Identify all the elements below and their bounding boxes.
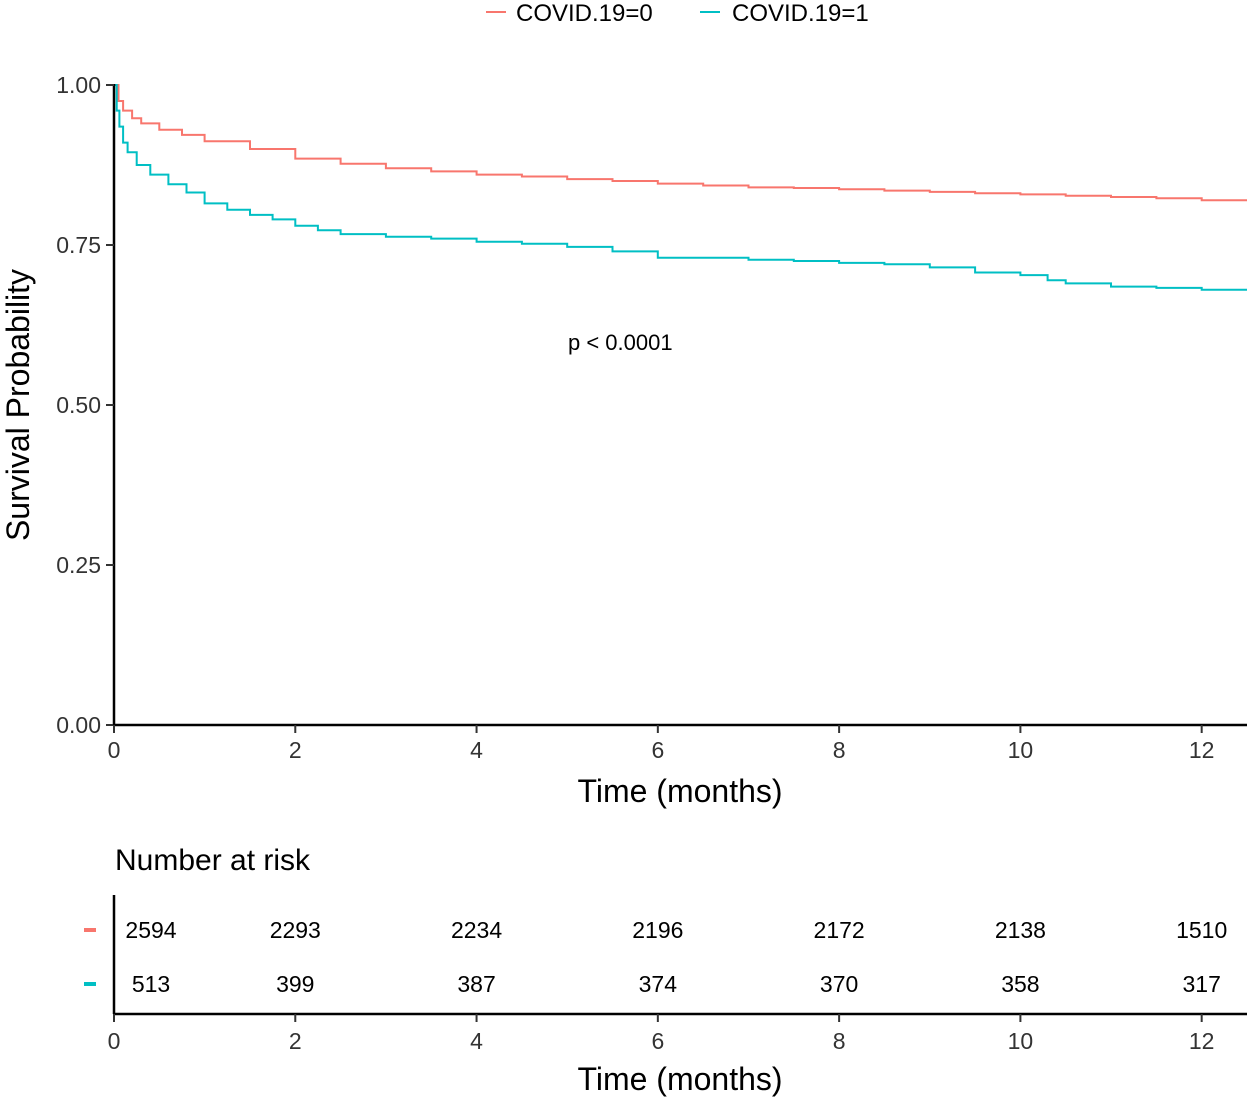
x-tick-label: 10 [1008, 737, 1034, 763]
risk-table-cell: 387 [457, 971, 495, 997]
y-axis: 0.00 0.25 0.50 0.75 1.00 [56, 72, 116, 738]
risk-table-x-tick-label: 10 [1008, 1028, 1034, 1054]
risk-table-x-tick-label: 12 [1189, 1028, 1215, 1054]
y-axis-title: Survival Probability [0, 269, 36, 541]
risk-table-cell: 399 [276, 971, 314, 997]
x-axis-title: Time (months) [577, 773, 782, 809]
risk-table-x-tick-label: 2 [289, 1028, 302, 1054]
risk-table-x-tick-label: 8 [833, 1028, 846, 1054]
x-tick-label: 4 [470, 737, 483, 763]
risk-table-x-tick-label: 4 [470, 1028, 483, 1054]
risk-table-cell: 513 [132, 971, 170, 997]
x-axis: 0 2 4 6 8 10 12 [108, 723, 1247, 763]
y-tick-label: 0.75 [56, 232, 101, 258]
risk-table-cell: 1510 [1176, 917, 1227, 943]
risk-table-cell: 2138 [995, 917, 1046, 943]
y-tick-label: 1.00 [56, 72, 101, 98]
risk-table-cell: 2196 [632, 917, 683, 943]
risk-table: 2594 2293 2234 2196 2172 2138 1510 513 399 387 374… [84, 895, 1227, 1014]
y-tick-label: 0.00 [56, 712, 101, 738]
p-value-annotation: p < 0.0001 [568, 330, 673, 355]
y-tick-label: 0.50 [56, 392, 101, 418]
risk-table-cell: 374 [639, 971, 678, 997]
risk-table-cell: 358 [1001, 971, 1039, 997]
survival-curves [114, 84, 1247, 291]
legend-label-covid1: COVID.19=1 [732, 0, 869, 27]
x-tick-label: 2 [289, 737, 302, 763]
risk-table-cell: 370 [820, 971, 858, 997]
risk-table-x-axis-title: Time (months) [577, 1061, 782, 1097]
legend-label-covid0: COVID.19=0 [516, 0, 653, 27]
y-tick-label: 0.25 [56, 552, 101, 578]
risk-table-x-axis: 0 2 4 6 8 10 12 [108, 1012, 1247, 1054]
survival-curve-series-0 [114, 84, 1247, 202]
risk-table-cell: 2293 [270, 917, 321, 943]
risk-table-cell: 2172 [814, 917, 865, 943]
risk-table-title: Number at risk [115, 844, 311, 877]
x-tick-label: 0 [108, 737, 121, 763]
survival-curve-series-1 [114, 84, 1247, 291]
risk-table-x-tick-label: 6 [651, 1028, 664, 1054]
legend: COVID.19=0 COVID.19=1 [486, 0, 869, 27]
risk-table-cell: 2594 [125, 917, 176, 943]
risk-table-cell: 2234 [451, 917, 502, 943]
risk-table-cell: 317 [1182, 971, 1220, 997]
x-tick-label: 6 [651, 737, 664, 763]
x-tick-label: 12 [1189, 737, 1215, 763]
risk-table-x-tick-label: 0 [108, 1028, 121, 1054]
x-tick-label: 8 [833, 737, 846, 763]
